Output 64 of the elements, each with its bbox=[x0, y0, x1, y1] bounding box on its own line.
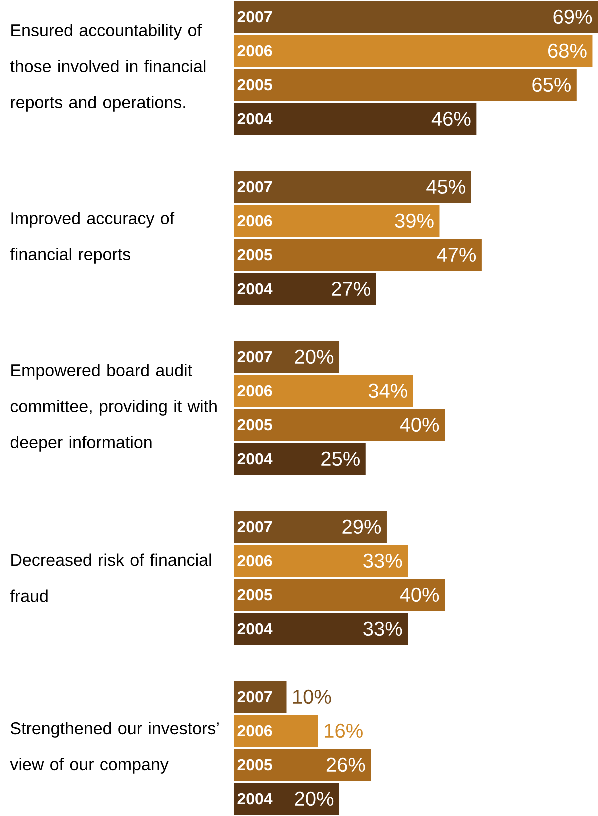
bar bbox=[234, 375, 414, 407]
text: 2006 bbox=[238, 385, 272, 397]
data-label: 16% bbox=[325, 724, 363, 738]
bar bbox=[234, 579, 446, 611]
text: 2007 bbox=[238, 181, 272, 193]
bar bbox=[234, 239, 482, 271]
text: 2005 bbox=[238, 249, 272, 261]
data-label: 20% bbox=[295, 350, 334, 364]
data-label: 10% bbox=[293, 690, 332, 704]
bar bbox=[234, 205, 440, 237]
text: 2006 bbox=[238, 555, 272, 567]
bar bbox=[234, 171, 472, 203]
text: 2005 bbox=[238, 589, 272, 601]
data-label: 33% bbox=[364, 554, 402, 568]
text: 2007 bbox=[238, 351, 272, 363]
text: 2004 bbox=[238, 793, 273, 805]
bar bbox=[234, 443, 366, 475]
bar bbox=[234, 749, 372, 781]
data-label: 69% bbox=[554, 10, 592, 24]
series-label: 2006 bbox=[238, 45, 272, 57]
bar bbox=[234, 35, 593, 67]
bar bbox=[234, 341, 340, 373]
bar bbox=[234, 1, 598, 33]
data-label: 40% bbox=[400, 418, 440, 432]
text: 2006 bbox=[238, 215, 272, 227]
text: 2004 bbox=[238, 283, 273, 295]
text: 2006 bbox=[238, 725, 272, 737]
y-tick-label: Empowered board audit committee, providing it with deeper information bbox=[10, 364, 217, 452]
data-label: 47% bbox=[437, 248, 476, 262]
bar bbox=[234, 613, 408, 645]
bar bbox=[234, 273, 376, 305]
series-label: 2007 bbox=[238, 11, 272, 23]
bar bbox=[234, 103, 477, 135]
category-label: Ensured accountability of those involved in financial reports and operations. bbox=[10, 24, 206, 112]
data-label: 27% bbox=[332, 282, 371, 296]
data-label: 26% bbox=[326, 758, 366, 772]
data-label: 39% bbox=[395, 214, 434, 228]
y-tick-label: Improved accuracy of financial reports bbox=[10, 212, 175, 264]
text: 2007 bbox=[238, 691, 272, 703]
bar bbox=[234, 545, 408, 577]
data-label: 40% bbox=[400, 588, 440, 602]
text: 2007 bbox=[238, 521, 272, 533]
y-tick-label: Strengthened our investors’ view of our company bbox=[10, 722, 219, 774]
series-label: 2005 bbox=[238, 79, 272, 91]
data-label: 46% bbox=[432, 112, 471, 126]
data-label: 45% bbox=[426, 180, 466, 194]
text: 2004 bbox=[238, 453, 273, 465]
bar bbox=[234, 69, 577, 101]
data-label: 65% bbox=[532, 78, 571, 92]
data-label: 29% bbox=[342, 520, 382, 534]
category-label: Decreased risk of financial fraud bbox=[10, 554, 212, 602]
bar bbox=[234, 409, 446, 441]
data-label: 68% bbox=[548, 44, 587, 58]
text: 2005 bbox=[238, 419, 272, 431]
data-label: 34% bbox=[368, 384, 408, 398]
bar bbox=[234, 511, 387, 543]
series-label: 2004 bbox=[238, 113, 273, 125]
bar bbox=[234, 715, 318, 747]
text: 2004 bbox=[238, 623, 273, 635]
data-label: 25% bbox=[322, 452, 360, 466]
text: 2005 bbox=[238, 759, 272, 771]
data-label: 20% bbox=[295, 792, 334, 806]
bar bbox=[234, 681, 287, 713]
data-label: 33% bbox=[364, 622, 402, 636]
